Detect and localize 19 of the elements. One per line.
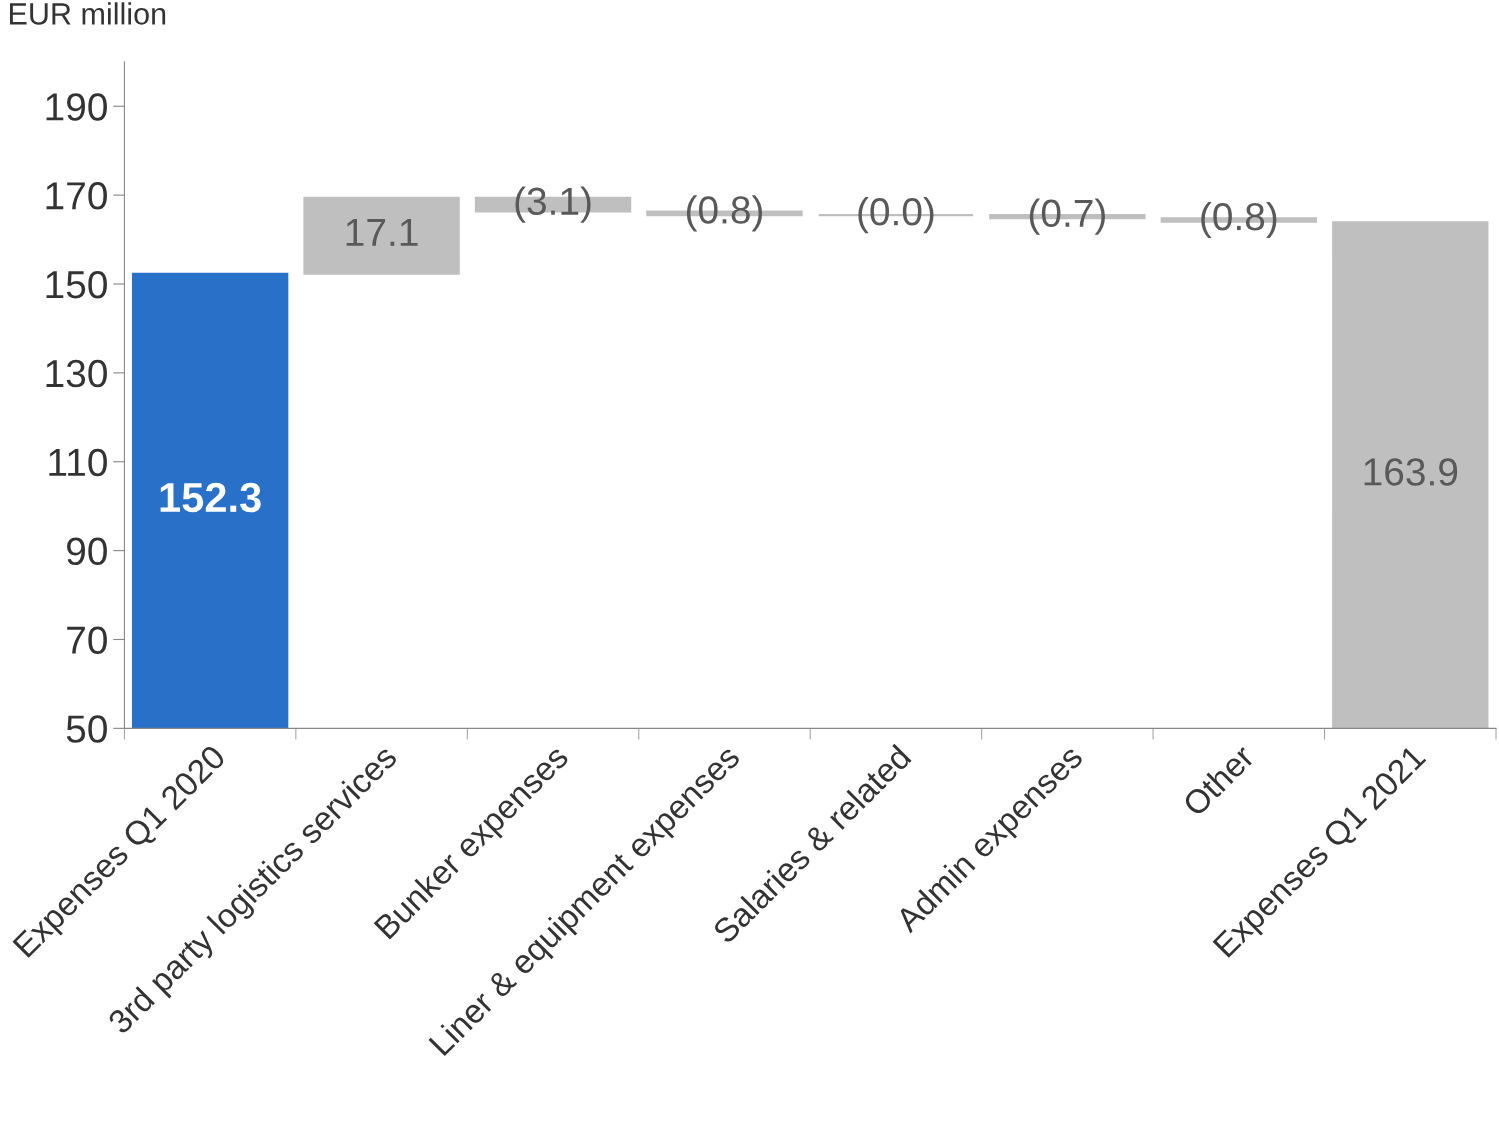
y-tick-label: 70 [67, 626, 107, 654]
y-axis-title: EUR million [10, 2, 166, 25]
bar [131, 272, 289, 729]
data-label: (0.7) [1029, 198, 1105, 235]
y-tick-label: 50 [66, 715, 107, 743]
y-tick-label: 130 [46, 359, 107, 388]
data-label: 17.1 [346, 219, 418, 246]
y-tick-label: 170 [46, 182, 107, 210]
bar [303, 196, 460, 275]
y-tick-label: 150 [46, 270, 107, 299]
data-label: (0.8) [686, 195, 763, 232]
data-label: (0.8) [1201, 201, 1277, 239]
data-label: 163.9 [1364, 458, 1458, 486]
data-label: (0.0) [858, 197, 934, 234]
data-label: 152.3 [160, 482, 261, 513]
bar [1332, 221, 1489, 729]
y-tick-label: 90 [67, 537, 107, 566]
y-tick-label: 110 [49, 448, 107, 477]
y-tick-label: 190 [46, 93, 107, 121]
